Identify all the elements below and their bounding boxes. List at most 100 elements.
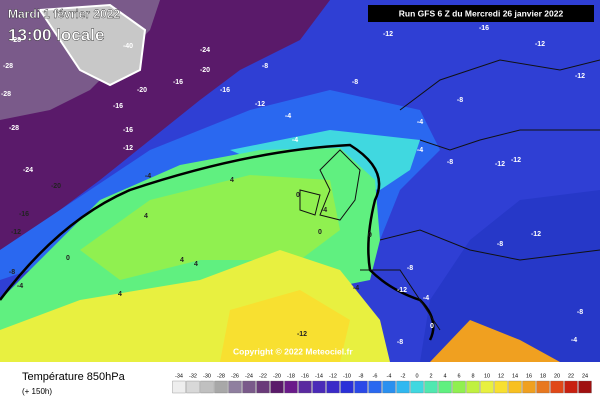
legend-label: -4 bbox=[387, 373, 392, 379]
contour-label: -20 bbox=[51, 183, 61, 190]
contour-label: -8 bbox=[457, 97, 463, 104]
legend-swatch bbox=[214, 380, 228, 394]
legend-label: -22 bbox=[259, 373, 267, 379]
contour-label: -12 bbox=[511, 157, 521, 164]
contour-label: -8 bbox=[262, 63, 268, 70]
legend-label: -6 bbox=[373, 373, 378, 379]
contour-label: 0 bbox=[296, 192, 300, 199]
contour-label: -4 bbox=[353, 285, 359, 292]
legend-swatch bbox=[200, 380, 214, 394]
legend-swatch bbox=[256, 380, 270, 394]
legend-swatch bbox=[578, 380, 592, 394]
contour-label: -28 bbox=[1, 91, 11, 98]
contour-label: -16 bbox=[19, 211, 29, 218]
contour-label: -20 bbox=[200, 67, 210, 74]
legend-label: 4 bbox=[443, 373, 446, 379]
contour-label: -4 bbox=[145, 173, 151, 180]
contour-label: -40 bbox=[123, 43, 133, 50]
contour-label: -16 bbox=[113, 103, 123, 110]
contour-label: 4 bbox=[180, 257, 184, 264]
legend-swatch bbox=[186, 380, 200, 394]
legend-label: 14 bbox=[512, 373, 518, 379]
legend-swatch bbox=[284, 380, 298, 394]
legend-swatch bbox=[298, 380, 312, 394]
run-info: Run GFS 6 Z du Mercredi 26 janvier 2022 bbox=[399, 8, 564, 18]
legend-swatch bbox=[508, 380, 522, 394]
legend-label: 16 bbox=[526, 373, 532, 379]
legend-swatch bbox=[368, 380, 382, 394]
legend-label: 12 bbox=[498, 373, 504, 379]
legend-swatch bbox=[326, 380, 340, 394]
contour-label: -12 bbox=[397, 287, 407, 294]
legend-label: 20 bbox=[554, 373, 560, 379]
legend-swatch bbox=[382, 380, 396, 394]
contour-labels: -40-24-20-16-20-16-16-12-16-12-8-4-4-8-1… bbox=[1, 25, 585, 346]
contour-label: -8 bbox=[497, 241, 503, 248]
contour-label: 4 bbox=[144, 213, 148, 220]
legend-swatch bbox=[340, 380, 354, 394]
legend-swatch bbox=[466, 380, 480, 394]
legend-swatch bbox=[228, 380, 242, 394]
contour-label: -4 bbox=[417, 119, 423, 126]
legend-label: -16 bbox=[301, 373, 309, 379]
legend-swatch bbox=[312, 380, 326, 394]
legend-label: 10 bbox=[484, 373, 490, 379]
contour-label: -20 bbox=[137, 87, 147, 94]
contour-label: -12 bbox=[255, 101, 265, 108]
contour-label: -12 bbox=[531, 231, 541, 238]
contour-label: 4 bbox=[194, 261, 198, 268]
contour-label: 0 bbox=[66, 255, 70, 262]
legend-swatch bbox=[438, 380, 452, 394]
legend-swatch bbox=[564, 380, 578, 394]
legend-swatch bbox=[550, 380, 564, 394]
legend-label: 2 bbox=[429, 373, 432, 379]
legend-label: -30 bbox=[203, 373, 211, 379]
legend-swatch bbox=[354, 380, 368, 394]
legend-swatch bbox=[494, 380, 508, 394]
legend-label: -26 bbox=[231, 373, 239, 379]
contour-label: -12 bbox=[11, 229, 21, 236]
contour-label: -24 bbox=[200, 47, 210, 54]
contour-label: -12 bbox=[297, 331, 307, 338]
contour-label: -4 bbox=[423, 295, 429, 302]
legend-label: 0 bbox=[415, 373, 418, 379]
local-time: 13:00 locale bbox=[8, 25, 104, 44]
legend-label: 22 bbox=[568, 373, 574, 379]
contour-label: -12 bbox=[123, 145, 133, 152]
color-legend: -34 -32 -30 -28 -26 -24 -22 -20 -18 -16 -14 -12 -10-… bbox=[172, 373, 592, 394]
legend-label: -24 bbox=[245, 373, 253, 379]
legend-label: 18 bbox=[540, 373, 546, 379]
coastlines bbox=[299, 59, 600, 331]
contour-label: -4 bbox=[17, 283, 23, 290]
warm-zone bbox=[220, 290, 350, 362]
contour-label: -12 bbox=[575, 73, 585, 80]
legend-swatch bbox=[522, 380, 536, 394]
legend-label: 24 bbox=[582, 373, 588, 379]
contour-label: -28 bbox=[11, 37, 21, 44]
legend-swatch bbox=[410, 380, 424, 394]
contour-label: -16 bbox=[220, 87, 230, 94]
contour-label: -8 bbox=[447, 159, 453, 166]
contour-label: -8 bbox=[9, 269, 15, 276]
legend-label: -12 bbox=[329, 373, 337, 379]
contour-label: -16 bbox=[173, 79, 183, 86]
zero-isotherm bbox=[0, 143, 435, 341]
contour-label: -4 bbox=[285, 113, 291, 120]
legend-swatch bbox=[536, 380, 550, 394]
legend-label: -32 bbox=[189, 373, 197, 379]
legend-label: -18 bbox=[287, 373, 295, 379]
contour-label: -4 bbox=[292, 137, 298, 144]
legend-swatch bbox=[424, 380, 438, 394]
contour-label: -28 bbox=[3, 63, 13, 70]
legend-swatch bbox=[270, 380, 284, 394]
legend-label: 8 bbox=[471, 373, 474, 379]
contour-label: -8 bbox=[397, 339, 403, 346]
legend-swatch bbox=[242, 380, 256, 394]
legend-label: -14 bbox=[315, 373, 323, 379]
legend-label: -2 bbox=[401, 373, 406, 379]
legend-swatch bbox=[480, 380, 494, 394]
contour-label: -8 bbox=[577, 309, 583, 316]
contour-label: -8 bbox=[407, 265, 413, 272]
contour-label: -4 bbox=[571, 337, 577, 344]
